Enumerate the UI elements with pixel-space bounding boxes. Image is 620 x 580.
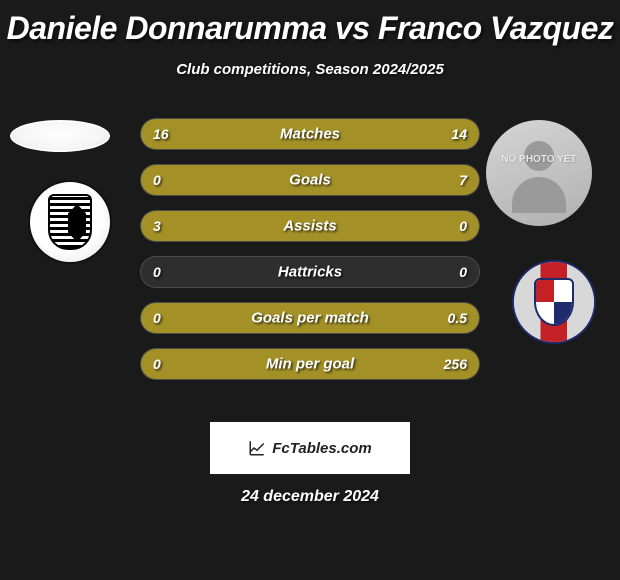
- chart-icon: [248, 439, 266, 457]
- stat-value-right: 256: [444, 356, 467, 372]
- stat-row: 16 14 Matches: [140, 118, 480, 150]
- stat-label: Goals per match: [251, 310, 369, 327]
- club-crest-right-icon: [534, 278, 574, 326]
- stat-row: 0 256 Min per goal: [140, 348, 480, 380]
- stat-value-left: 0: [153, 310, 161, 326]
- stat-row: 0 7 Goals: [140, 164, 480, 196]
- no-photo-label: NO PHOTO YET: [501, 154, 576, 166]
- subtitle: Club competitions, Season 2024/2025: [0, 61, 620, 78]
- stat-label: Goals: [289, 172, 331, 189]
- stat-value-right: 14: [451, 126, 467, 142]
- stat-value-left: 3: [153, 218, 161, 234]
- attribution-text: FcTables.com: [272, 440, 371, 457]
- stat-value-left: 0: [153, 264, 161, 280]
- page-title: Daniele Donnarumma vs Franco Vazquez: [0, 0, 620, 47]
- stat-value-right: 0.5: [448, 310, 467, 326]
- stat-value-left: 0: [153, 172, 161, 188]
- stat-row: 0 0 Hattricks: [140, 256, 480, 288]
- attribution-badge: FcTables.com: [210, 422, 410, 474]
- stat-label: Hattricks: [278, 264, 342, 281]
- stat-label: Min per goal: [266, 356, 354, 373]
- stat-value-right: 0: [459, 264, 467, 280]
- stat-value-right: 0: [459, 218, 467, 234]
- stat-row: 0 0.5 Goals per match: [140, 302, 480, 334]
- stat-value-left: 16: [153, 126, 169, 142]
- stat-label: Matches: [280, 126, 340, 143]
- stat-label: Assists: [283, 218, 336, 235]
- stat-value-left: 0: [153, 356, 161, 372]
- stat-row: 3 0 Assists: [140, 210, 480, 242]
- stat-value-right: 7: [459, 172, 467, 188]
- date-text: 24 december 2024: [0, 488, 620, 506]
